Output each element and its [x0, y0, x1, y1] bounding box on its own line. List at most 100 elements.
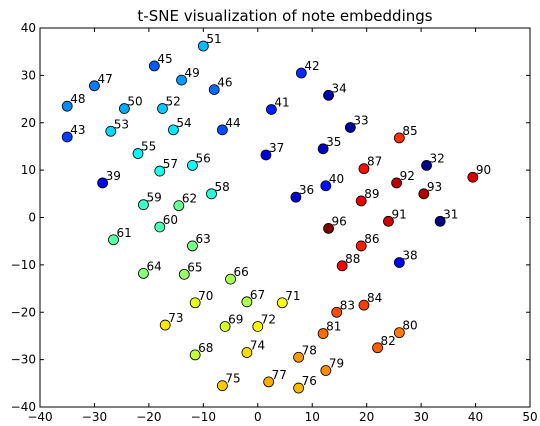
x-tick-label: 10	[305, 410, 320, 424]
scatter-point-64	[138, 268, 149, 279]
point-label-36: 36	[299, 183, 314, 197]
point-label-77: 77	[272, 368, 287, 382]
point-label-31: 31	[443, 207, 458, 221]
scatter-point-93	[418, 188, 430, 200]
point-label-83: 83	[340, 298, 355, 312]
scatter-point-63	[187, 240, 198, 252]
scatter-point-34	[323, 89, 334, 101]
scatter-point-62	[173, 200, 185, 212]
scatter-point-56	[187, 159, 198, 171]
scatter-point-80	[393, 327, 405, 339]
scatter-point-45	[148, 60, 160, 72]
scatter-point-50	[118, 103, 130, 114]
scatter-point-73	[159, 319, 171, 331]
point-label-73: 73	[168, 311, 183, 325]
point-label-66: 66	[234, 265, 249, 279]
point-label-40: 40	[329, 172, 344, 186]
y-tick-label: 10	[21, 163, 36, 177]
chart-title: t-SNE visualization of note embeddings	[137, 7, 432, 25]
point-label-63: 63	[195, 232, 210, 246]
point-label-57: 57	[163, 157, 178, 171]
point-label-64: 64	[146, 259, 161, 273]
y-tick-label: −30	[11, 353, 36, 367]
scatter-point-96	[323, 222, 334, 234]
point-label-78: 78	[302, 343, 317, 357]
scatter-point-86	[355, 240, 367, 252]
scatter-point-42	[295, 67, 307, 79]
scatter-point-91	[383, 215, 394, 227]
point-label-87: 87	[367, 155, 382, 169]
point-label-74: 74	[250, 339, 265, 353]
point-label-92: 92	[400, 169, 415, 183]
point-label-70: 70	[198, 289, 213, 303]
point-label-75: 75	[225, 372, 240, 386]
scatter-point-39	[97, 177, 109, 189]
scatter-point-41	[265, 104, 277, 115]
scatter-point-87	[358, 163, 370, 175]
scatter-point-49	[176, 74, 187, 86]
scatter-point-33	[344, 122, 356, 133]
x-tick-label: 30	[413, 410, 428, 424]
point-label-45: 45	[157, 52, 172, 66]
scatter-point-78	[293, 351, 305, 363]
scatter-point-88	[336, 260, 348, 272]
point-label-41: 41	[274, 95, 289, 109]
x-tick-label: 20	[359, 410, 374, 424]
point-label-44: 44	[225, 116, 240, 130]
scatter-point-83	[331, 306, 343, 318]
scatter-point-66	[225, 273, 236, 285]
point-label-56: 56	[195, 151, 210, 165]
point-label-91: 91	[391, 207, 406, 221]
point-label-84: 84	[367, 291, 382, 305]
point-label-60: 60	[163, 213, 178, 227]
y-tick-label: 20	[21, 116, 36, 130]
x-tick-label: −10	[191, 410, 216, 424]
scatter-point-84	[358, 299, 370, 311]
point-label-46: 46	[217, 76, 232, 90]
point-label-80: 80	[402, 319, 417, 333]
y-tick-label: −20	[11, 305, 36, 319]
y-tick-label: 0	[28, 211, 36, 225]
point-label-85: 85	[402, 124, 417, 138]
scatter-point-35	[317, 143, 329, 155]
point-label-59: 59	[146, 191, 161, 205]
scatter-point-32	[421, 159, 432, 171]
point-label-67: 67	[250, 288, 265, 302]
point-label-52: 52	[166, 95, 181, 109]
point-label-65: 65	[187, 260, 202, 274]
point-label-37: 37	[269, 141, 284, 155]
point-label-55: 55	[141, 140, 156, 154]
point-label-88: 88	[345, 252, 360, 266]
scatter-point-47	[89, 80, 100, 92]
scatter-point-85	[393, 132, 405, 144]
point-label-79: 79	[329, 357, 344, 371]
point-labels: 31 32 33 34 35 36 37 38 39 40 41 42 43 44 45 46 47 48 49 50…	[70, 32, 491, 388]
scatter-point-57	[154, 165, 166, 177]
x-tick-label: −20	[136, 410, 161, 424]
point-label-43: 43	[70, 123, 85, 137]
scatter-point-61	[108, 234, 119, 246]
x-tick-label: −40	[27, 410, 52, 424]
scatter-point-37	[260, 149, 272, 161]
scatter-point-77	[263, 376, 275, 388]
y-tick-label: −40	[11, 400, 36, 414]
y-tick-label: 40	[21, 21, 36, 35]
point-label-42: 42	[304, 59, 319, 73]
scatter-point-82	[372, 342, 383, 354]
point-label-49: 49	[185, 66, 200, 80]
point-label-33: 33	[353, 113, 368, 127]
point-label-47: 47	[97, 72, 112, 86]
point-label-93: 93	[427, 180, 442, 194]
point-label-39: 39	[106, 169, 121, 183]
point-label-38: 38	[402, 249, 417, 263]
scatter-point-70	[189, 297, 201, 309]
y-tick-label: 30	[21, 68, 36, 82]
point-label-81: 81	[326, 320, 341, 334]
x-tick-label: 40	[468, 410, 483, 424]
scatter-point-58	[206, 188, 217, 200]
scatter-point-54	[167, 124, 179, 136]
point-label-32: 32	[430, 151, 445, 165]
point-label-90: 90	[476, 163, 491, 177]
scatter-point-65	[178, 268, 190, 280]
